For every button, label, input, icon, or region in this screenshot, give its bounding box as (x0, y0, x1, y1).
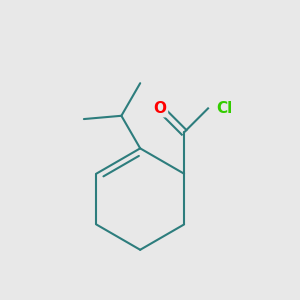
Text: O: O (154, 101, 167, 116)
Text: Cl: Cl (216, 101, 232, 116)
